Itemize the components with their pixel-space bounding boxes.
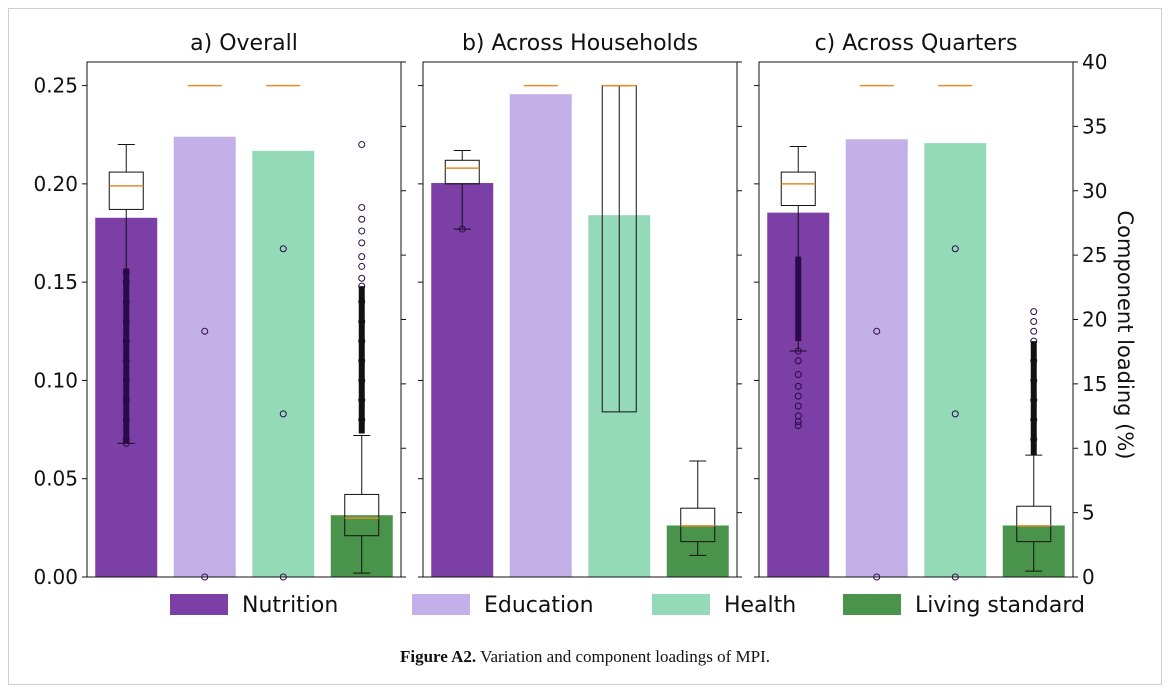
- boxplot-health: [601, 84, 637, 413]
- legend: Nutrition Education Health Living standard: [170, 593, 1085, 618]
- box: [1016, 505, 1052, 543]
- legend-swatch-living-standard: [843, 594, 901, 615]
- outlier-point: [794, 382, 802, 390]
- box: [444, 159, 480, 185]
- legend-swatch-education: [412, 594, 470, 615]
- outlier-point: [358, 203, 366, 211]
- outlier-point: [873, 327, 881, 335]
- y-tick-label-right: 25: [1082, 243, 1107, 267]
- outlier-point: [951, 410, 959, 418]
- outlier-point: [279, 410, 287, 418]
- bar-education: [173, 136, 236, 578]
- y-tick-label-left: 0.15: [33, 270, 78, 294]
- outlier-point: [1030, 317, 1038, 325]
- y-tick-label-right: 0: [1082, 565, 1095, 589]
- outlier-point: [1030, 308, 1038, 316]
- outlier-point: [358, 141, 366, 149]
- y-tick-label-left: 0.05: [33, 467, 78, 491]
- box: [344, 493, 380, 537]
- boxplot-living-standard: [680, 460, 716, 556]
- outlier-point: [794, 347, 802, 355]
- bar-nutrition: [431, 183, 494, 577]
- y-tick-label-left: 0.20: [33, 172, 78, 196]
- figure-caption: Figure A2. Variation and component loadi…: [0, 647, 1170, 667]
- outlier-point: [794, 357, 802, 365]
- legend-label-nutrition: Nutrition: [242, 593, 338, 618]
- outlier-point: [794, 422, 802, 430]
- outlier-point: [794, 392, 802, 400]
- y-tick-label-right: 40: [1082, 50, 1107, 74]
- outlier-point: [358, 215, 366, 223]
- y-tick-label-left: 0.25: [33, 74, 78, 98]
- bar-health: [924, 143, 987, 578]
- box: [108, 171, 144, 210]
- outlier-point: [358, 253, 366, 261]
- box: [780, 171, 816, 206]
- panel-title: a) Overall: [190, 31, 298, 56]
- panel-1: a) Overall: [82, 31, 406, 581]
- legend-swatch-health: [652, 594, 710, 615]
- left-axis: 0.00 0.05 0.10 0.15 0.20 0.25: [33, 74, 78, 589]
- caption-text: Variation and component loadings of MPI.: [480, 647, 771, 666]
- outlier-point: [358, 262, 366, 270]
- figure-frame: [8, 8, 1162, 685]
- legend-label-education: Education: [484, 593, 594, 618]
- outlier-point: [201, 327, 209, 335]
- right-axis-label: Component loading (%): [1113, 211, 1137, 460]
- bar-education: [509, 94, 572, 577]
- outlier-point: [358, 227, 366, 235]
- outlier-point: [951, 245, 959, 253]
- y-tick-label-right: 30: [1082, 179, 1107, 203]
- outlier-point: [1030, 327, 1038, 335]
- outlier-point: [458, 225, 466, 233]
- boxplot-nutrition: [444, 149, 480, 233]
- y-tick-label-right: 5: [1082, 501, 1095, 525]
- legend-label-health: Health: [724, 593, 796, 618]
- y-tick-label-right: 20: [1082, 308, 1107, 332]
- box: [680, 507, 716, 543]
- bar-education: [845, 139, 908, 577]
- panel-title: c) Across Quarters: [815, 31, 1018, 56]
- outlier-point: [279, 245, 287, 253]
- legend-label-living-standard: Living standard: [915, 593, 1085, 618]
- y-tick-label-left: 0.00: [33, 565, 78, 589]
- outlier-point: [358, 274, 366, 282]
- outlier-point: [358, 239, 366, 247]
- y-tick-label-right: 10: [1082, 436, 1107, 460]
- right-axis: 0 5 10 15 20 25 30 35 40: [1082, 50, 1107, 589]
- outlier-point: [794, 412, 802, 420]
- panel-title: b) Across Households: [462, 31, 698, 56]
- outlier-point: [794, 402, 802, 410]
- y-tick-label-left: 0.10: [33, 368, 78, 392]
- outlier-point: [794, 371, 802, 379]
- boxplot-health: [266, 84, 301, 581]
- bar-health: [252, 150, 315, 577]
- legend-swatch-nutrition: [170, 594, 228, 615]
- y-tick-label-right: 35: [1082, 114, 1107, 138]
- panel-2: b) Across Households: [418, 31, 742, 578]
- caption-label: Figure A2.: [399, 647, 477, 666]
- y-tick-label-right: 15: [1082, 372, 1107, 396]
- panel-3: c) Across Quarters: [754, 31, 1078, 581]
